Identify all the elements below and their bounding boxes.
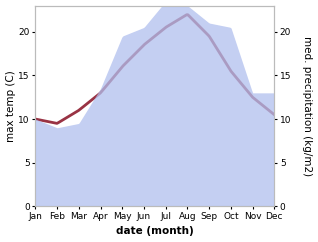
X-axis label: date (month): date (month): [116, 227, 194, 236]
Y-axis label: med. precipitation (kg/m2): med. precipitation (kg/m2): [302, 36, 313, 176]
Y-axis label: max temp (C): max temp (C): [5, 70, 16, 142]
